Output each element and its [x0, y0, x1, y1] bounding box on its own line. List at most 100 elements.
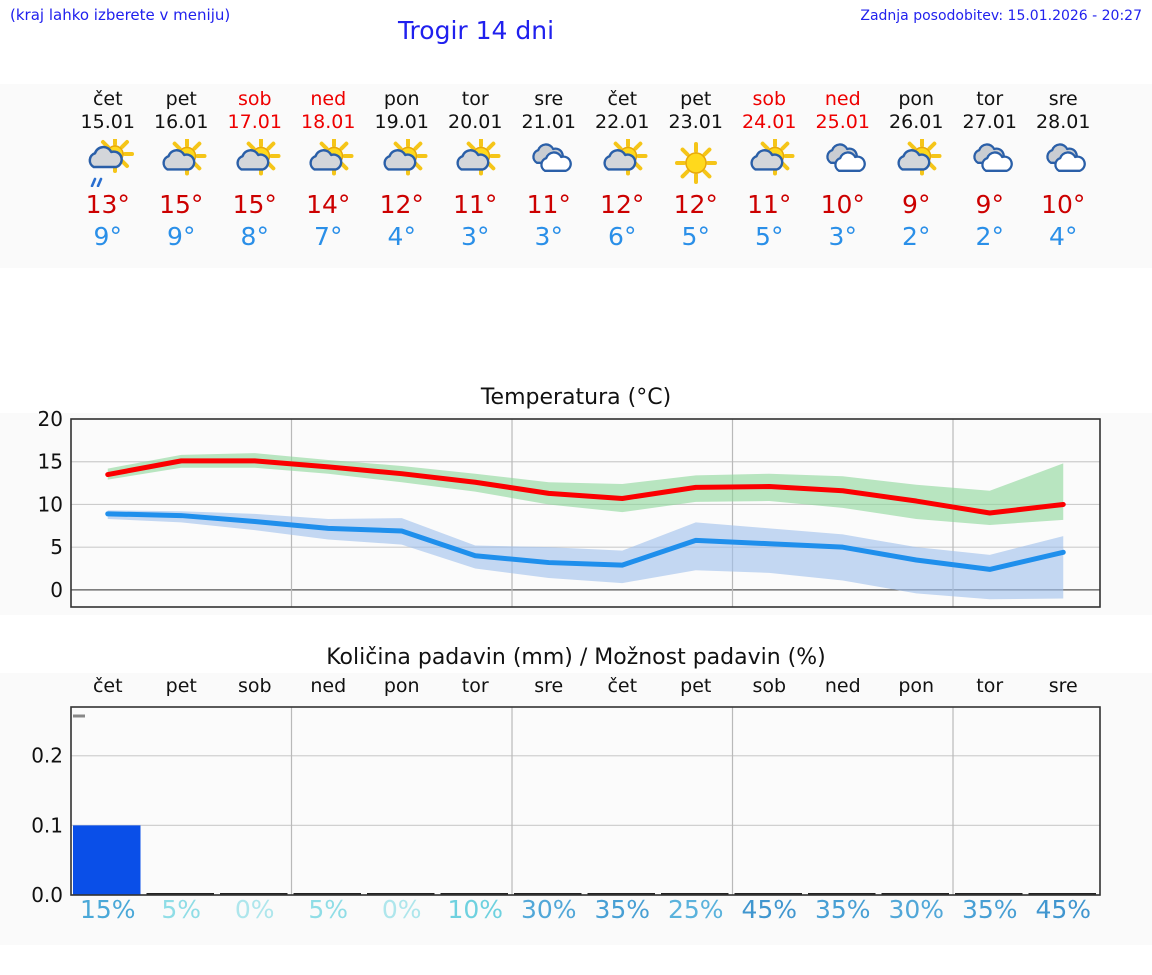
precipitation-probability-label: 15%: [79, 895, 136, 924]
daily-forecast-strip: čet 15.01 13° 9° pet 16.01 15° 9° sob 17.01 15° 8° n…: [0, 84, 1152, 268]
day-column[interactable]: pet 16.01 15° 9°: [142, 84, 221, 253]
sun-cloud-rain-icon: [88, 139, 134, 187]
precipitation-chart-title: Količina padavin (mm) / Možnost padavin …: [326, 645, 826, 670]
precipitation-day-label: čet: [92, 675, 123, 697]
precipitation-probability-label: 35%: [961, 895, 1018, 924]
weather-icon-wrap: [362, 137, 441, 189]
precipitation-day-label: sre: [1048, 675, 1078, 697]
temperature-line: [105, 511, 1066, 572]
day-date-label: 28.01: [1036, 111, 1091, 133]
day-column[interactable]: sre 28.01 10° 4°: [1024, 84, 1103, 253]
precipitation-y-tick: 0.2: [31, 744, 63, 768]
precipitation-day-label: pet: [165, 675, 197, 697]
day-column[interactable]: ned 18.01 14° 7°: [289, 84, 368, 253]
day-date-label: 15.01: [80, 111, 135, 133]
day-date-label: 22.01: [595, 111, 650, 133]
sun-cloud-icon: [383, 139, 428, 176]
day-date-label: 27.01: [962, 111, 1017, 133]
temperature-line: [105, 458, 1066, 516]
precipitation-bar: [661, 893, 729, 895]
precipitation-day-label: ned: [310, 675, 347, 697]
cloudy-icon: [826, 143, 866, 172]
day-of-week-label: pet: [165, 88, 197, 110]
day-date-label: 24.01: [742, 111, 797, 133]
precipitation-day-label: sob: [752, 675, 787, 697]
cloudy-icon: [1046, 143, 1087, 172]
day-date-label: 26.01: [889, 111, 944, 133]
last-update-text: Zadnja posodobitev: 15.01.2026 - 20:27: [860, 8, 1142, 24]
day-column[interactable]: pet 23.01 12° 5°: [656, 84, 735, 253]
temperature-y-tick: 20: [38, 407, 63, 431]
day-of-week-label: pet: [680, 88, 712, 110]
precipitation-y-tick: 0.1: [31, 813, 63, 837]
precipitation-probability-label: 30%: [520, 895, 577, 924]
min-temperature-label: 9°: [167, 222, 196, 251]
sun-cloud-icon: [456, 139, 501, 176]
precipitation-y-tick: 0.0: [31, 883, 63, 907]
precipitation-bar: [734, 893, 802, 895]
precipitation-bar: [587, 893, 655, 895]
weather-icon-wrap: [803, 137, 882, 189]
precipitation-probability-label: 5%: [308, 895, 349, 924]
day-column[interactable]: čet 22.01 12° 6°: [583, 84, 662, 253]
max-temperature-label: 11°: [453, 190, 498, 219]
day-column[interactable]: pon 26.01 9° 2°: [877, 84, 956, 253]
day-column[interactable]: čet 15.01 13° 9°: [68, 84, 147, 253]
precipitation-bar: [1028, 893, 1096, 895]
day-of-week-label: sob: [237, 88, 272, 110]
day-column[interactable]: sob 17.01 15° 8°: [215, 84, 294, 253]
precipitation-bar: [955, 893, 1023, 895]
day-date-label: 25.01: [815, 111, 870, 133]
precipitation-probability-label: 35%: [594, 895, 651, 924]
precipitation-bar: [881, 893, 949, 895]
day-date-label: 16.01: [154, 111, 209, 133]
min-temperature-label: 9°: [93, 222, 122, 251]
temperature-range-band: [107, 510, 1064, 600]
weather-icon-wrap: [730, 137, 809, 189]
cloudy-icon: [532, 143, 572, 172]
max-temperature-label: 15°: [159, 190, 204, 219]
weather-icon-wrap: [877, 137, 956, 189]
precipitation-day-label: čet: [607, 675, 638, 697]
min-temperature-label: 2°: [975, 222, 1004, 251]
temperature-range-band: [107, 453, 1064, 525]
day-column[interactable]: pon 19.01 12° 4°: [362, 84, 441, 253]
day-column[interactable]: tor 20.01 11° 3°: [436, 84, 515, 253]
day-column[interactable]: sre 21.01 11° 3°: [509, 84, 588, 253]
precipitation-bar: [146, 893, 214, 895]
weather-icon-wrap: [142, 137, 221, 189]
sun-cloud-icon: [309, 139, 354, 176]
weather-icon-wrap: [215, 137, 294, 189]
precipitation-day-label: ned: [824, 675, 861, 697]
day-column[interactable]: tor 27.01 9° 2°: [950, 84, 1029, 253]
precipitation-bar: [220, 893, 288, 895]
precipitation-day-label: pet: [680, 675, 712, 697]
day-of-week-label: sre: [534, 88, 564, 110]
day-column[interactable]: sob 24.01 11° 5°: [730, 84, 809, 253]
precipitation-bar: [514, 893, 582, 895]
temperature-y-tick: 5: [50, 535, 63, 559]
day-of-week-label: ned: [310, 88, 347, 110]
min-temperature-label: 4°: [387, 222, 416, 251]
max-temperature-label: 13°: [85, 190, 130, 219]
day-of-week-label: ned: [824, 88, 861, 110]
precipitation-day-label: tor: [976, 675, 1004, 697]
precipitation-bar: [440, 893, 508, 895]
precipitation-probability-label: 25%: [667, 895, 724, 924]
precipitation-bar: [367, 893, 435, 895]
day-column[interactable]: ned 25.01 10° 3°: [803, 84, 882, 253]
page-title: Trogir 14 dni: [397, 16, 555, 45]
temperature-plot-border: [70, 418, 1101, 608]
day-of-week-label: tor: [461, 88, 489, 110]
min-temperature-label: 3°: [461, 222, 490, 251]
weather-icon-wrap: [583, 137, 662, 189]
min-temperature-label: 6°: [608, 222, 637, 251]
precipitation-day-label: pon: [383, 675, 420, 697]
precipitation-probability-label: 5%: [161, 895, 202, 924]
min-temperature-label: 8°: [240, 222, 269, 251]
max-temperature-label: 12°: [600, 190, 645, 219]
day-of-week-label: sob: [752, 88, 787, 110]
max-temperature-label: 9°: [975, 190, 1004, 219]
min-temperature-label: 5°: [755, 222, 784, 251]
